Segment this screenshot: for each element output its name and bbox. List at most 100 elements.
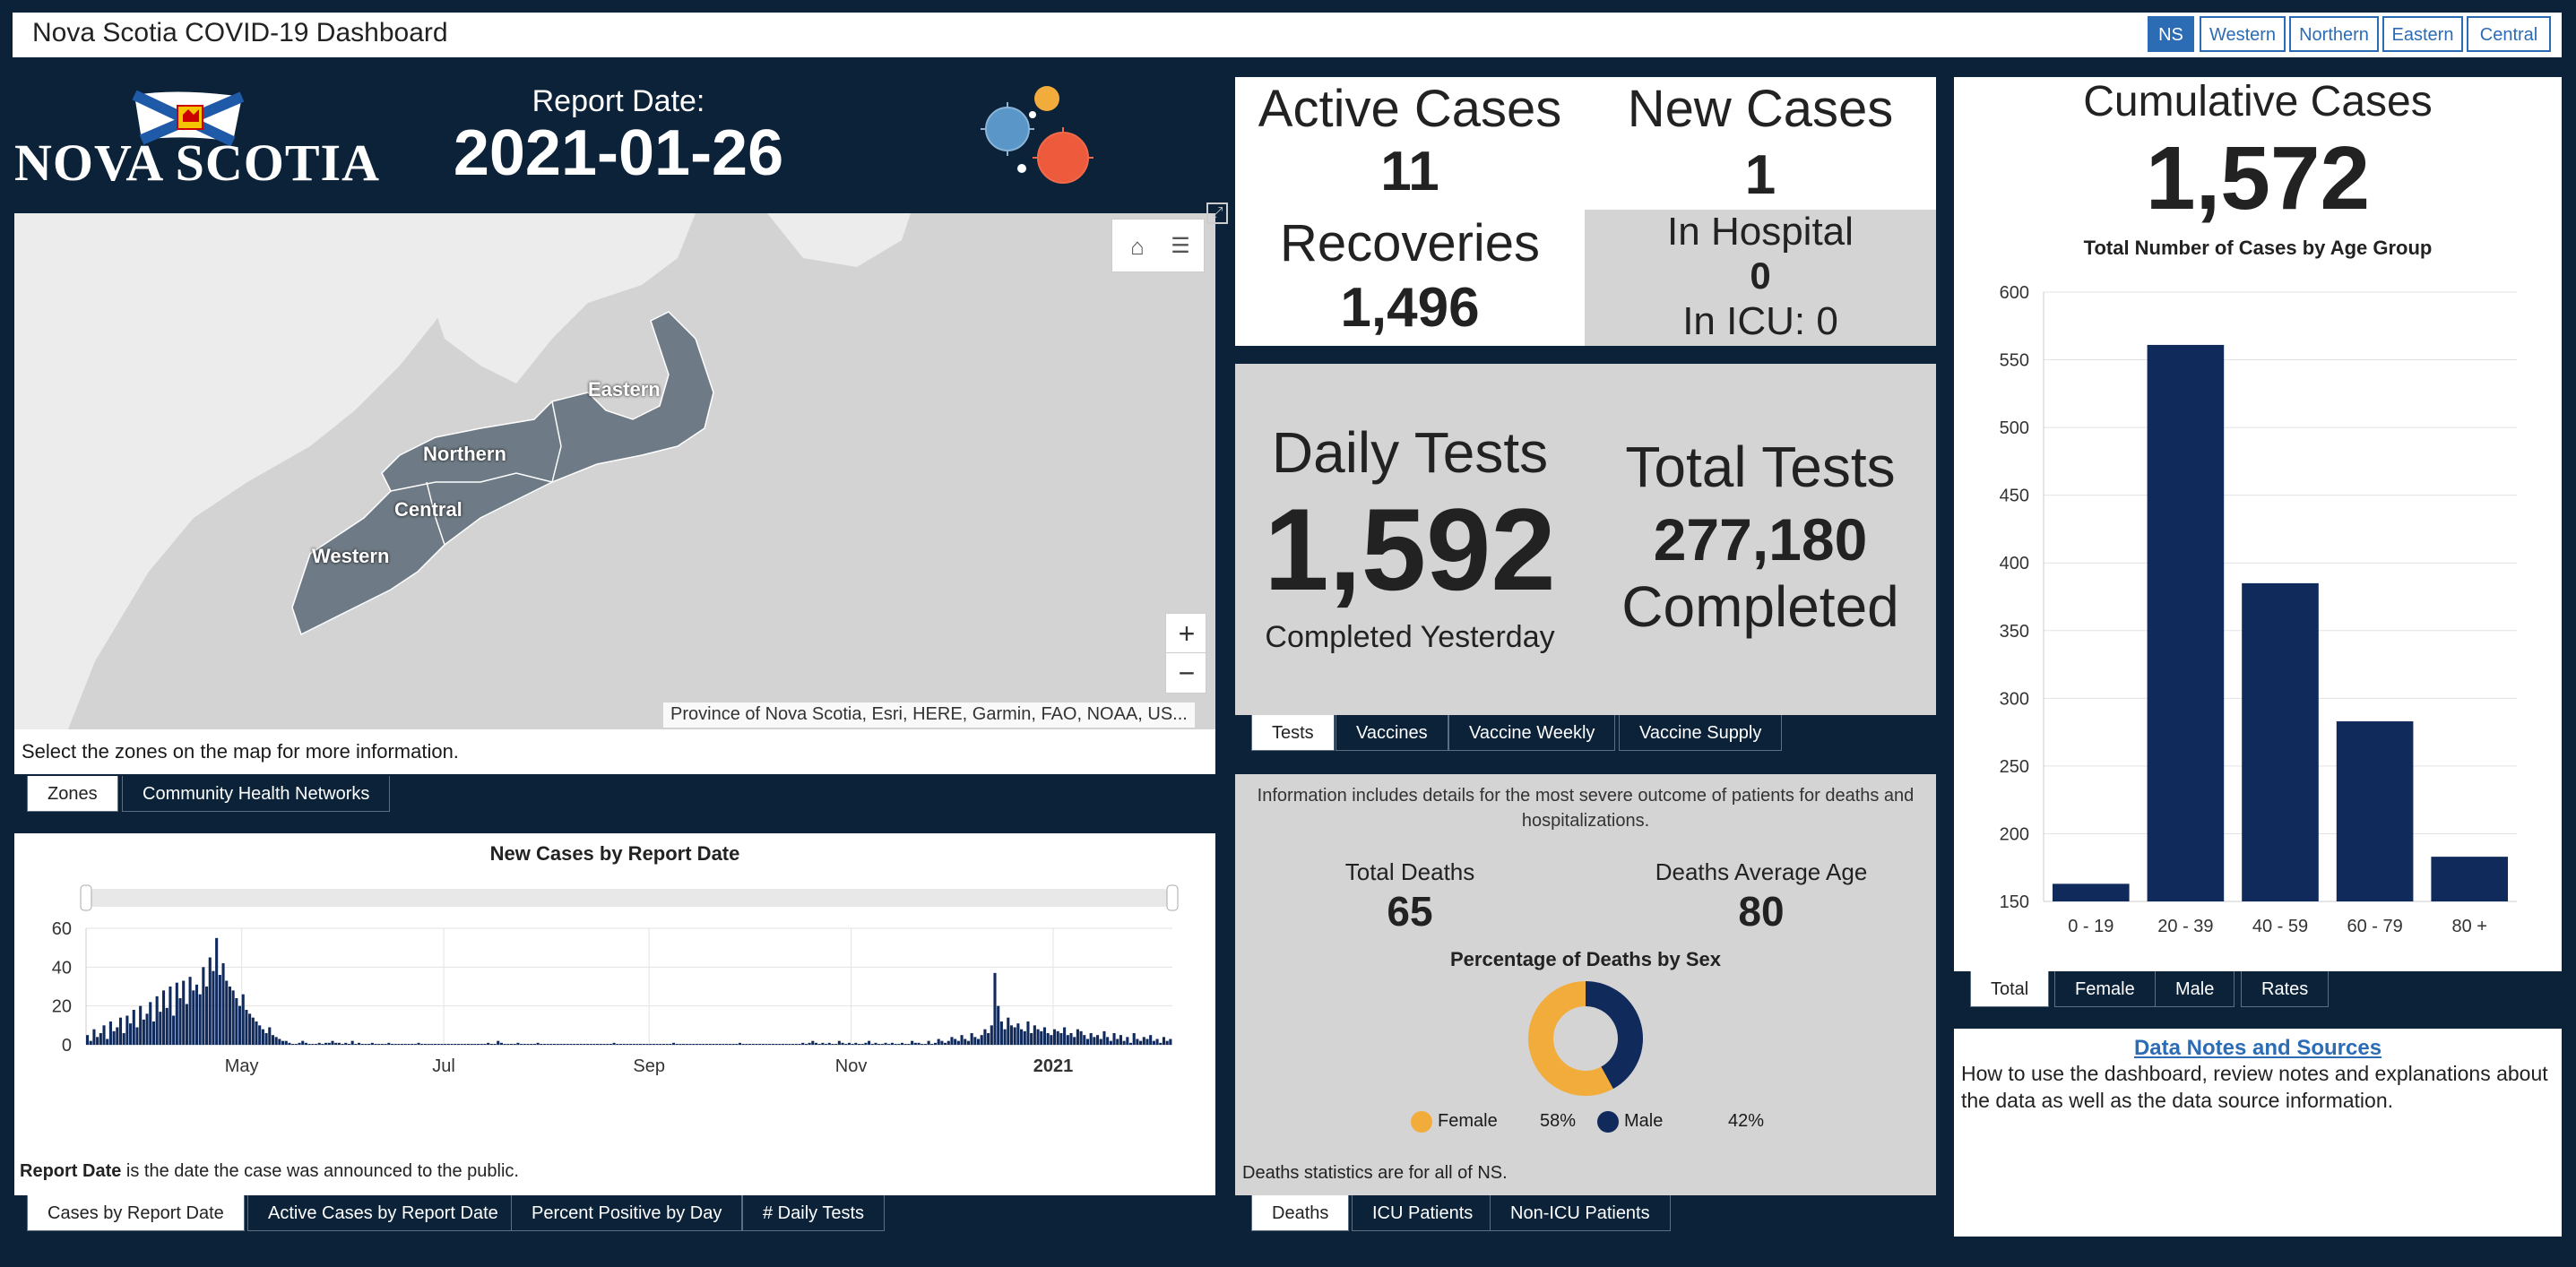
daily-bar[interactable] [966,1040,970,1045]
daily-bar[interactable] [122,1033,125,1045]
daily-bar[interactable] [255,1021,258,1045]
daily-bar[interactable] [1023,1030,1026,1045]
daily-bar[interactable] [463,1044,467,1045]
daily-bar[interactable] [337,1042,341,1045]
daily-bar[interactable] [427,1044,430,1045]
data-notes-link[interactable]: Data Notes and Sources [2133,1036,2382,1060]
daily-bar[interactable] [1142,1037,1145,1045]
tab-non-icu-patients[interactable]: Non-ICU Patients [1490,1195,1671,1231]
daily-bar[interactable] [413,1044,417,1045]
daily-bar[interactable] [314,1044,318,1045]
daily-bar[interactable] [765,1044,768,1045]
daily-bar[interactable] [274,1037,278,1045]
daily-bar[interactable] [350,1040,354,1045]
tab-daily-tests[interactable]: # Daily Tests [742,1195,886,1231]
map-label-central[interactable]: Central [394,498,462,521]
daily-bar[interactable] [327,1042,331,1045]
daily-bar[interactable] [990,1025,993,1045]
daily-bar[interactable] [188,977,192,1045]
daily-bar[interactable] [132,1010,135,1045]
daily-bar[interactable] [781,1044,785,1045]
daily-bar[interactable] [999,1021,1003,1045]
daily-bar[interactable] [808,1042,811,1045]
bar-20-39[interactable] [2147,344,2225,901]
daily-bar[interactable] [827,1042,831,1045]
donut-slice-female[interactable] [1528,981,1613,1096]
daily-bar[interactable] [778,1044,782,1045]
daily-bar[interactable] [523,1044,526,1045]
daily-bar[interactable] [513,1044,516,1045]
daily-bar[interactable] [748,1044,752,1045]
daily-bar[interactable] [629,1044,633,1045]
daily-bar[interactable] [917,1042,921,1045]
daily-bar[interactable] [976,1039,981,1046]
daily-bar[interactable] [403,1044,407,1045]
daily-bar[interactable] [444,1044,447,1045]
daily-bar[interactable] [784,1044,788,1045]
daily-bar[interactable] [794,1044,798,1045]
daily-bar[interactable] [450,1044,454,1045]
daily-bar[interactable] [1069,1033,1073,1045]
tab-vaccine-supply[interactable]: Vaccine Supply [1619,715,1783,751]
daily-bar[interactable] [347,1044,351,1045]
daily-bar[interactable] [493,1044,497,1045]
daily-bar[interactable] [341,1044,344,1045]
range-slider-left-handle[interactable] [80,884,92,911]
expand-icon[interactable]: ⤢ [1206,203,1228,224]
daily-bar[interactable] [231,990,235,1045]
daily-bar[interactable] [228,987,231,1045]
daily-bar[interactable] [477,1044,480,1045]
map-label-eastern[interactable]: Eastern [588,378,661,401]
map-canvas[interactable] [14,213,1215,729]
daily-bar[interactable] [301,1040,305,1045]
daily-bar[interactable] [1020,1029,1024,1045]
daily-bar[interactable] [599,1044,602,1045]
daily-bar[interactable] [632,1044,635,1045]
daily-bar[interactable] [1136,1039,1139,1046]
daily-bar[interactable] [854,1042,858,1045]
daily-bar[interactable] [798,1044,801,1045]
daily-bar[interactable] [433,1044,437,1045]
daily-bar[interactable] [682,1044,686,1045]
daily-bar[interactable] [1159,1042,1163,1045]
daily-bar[interactable] [569,1044,573,1045]
daily-bar[interactable] [411,1044,414,1045]
daily-bar[interactable] [487,1042,490,1045]
daily-bar[interactable] [811,1040,815,1045]
daily-bar[interactable] [556,1044,559,1045]
daily-bar[interactable] [1040,1030,1043,1045]
daily-bar[interactable] [1169,1039,1172,1046]
daily-bar[interactable] [1128,1042,1133,1045]
daily-bar[interactable] [575,1044,579,1045]
daily-bar[interactable] [817,1044,821,1045]
daily-bar[interactable] [1076,1029,1079,1045]
daily-bar[interactable] [370,1042,374,1045]
daily-bar[interactable] [821,1042,825,1045]
daily-bar[interactable] [96,1037,99,1045]
daily-bar[interactable] [622,1044,626,1045]
daily-bar[interactable] [344,1042,348,1045]
daily-bar[interactable] [202,967,205,1045]
daily-bar[interactable] [142,1019,145,1045]
tab-percent-positive-by-day[interactable]: Percent Positive by Day [511,1195,743,1231]
daily-bar[interactable] [814,1042,818,1045]
daily-bar[interactable] [649,1044,653,1045]
daily-bar[interactable] [661,1044,666,1045]
daily-bar[interactable] [178,998,182,1045]
daily-bar[interactable] [149,1002,152,1045]
daily-bar[interactable] [1042,1027,1046,1046]
daily-bar[interactable] [579,1044,583,1045]
daily-bar[interactable] [887,1044,891,1045]
daily-bar[interactable] [983,1029,987,1045]
daily-bar[interactable] [175,982,178,1045]
daily-bar[interactable] [738,1042,742,1045]
daily-bar[interactable] [384,1044,387,1045]
daily-bar[interactable] [288,1042,291,1045]
daily-bar[interactable] [1112,1033,1116,1045]
daily-bar[interactable] [248,1013,252,1045]
daily-bar[interactable] [874,1042,877,1045]
tab-cases-by-report-date[interactable]: Cases by Report Date [27,1195,245,1231]
daily-bar[interactable] [480,1044,483,1045]
daily-bar[interactable] [669,1044,672,1045]
daily-bar[interactable] [516,1042,520,1045]
